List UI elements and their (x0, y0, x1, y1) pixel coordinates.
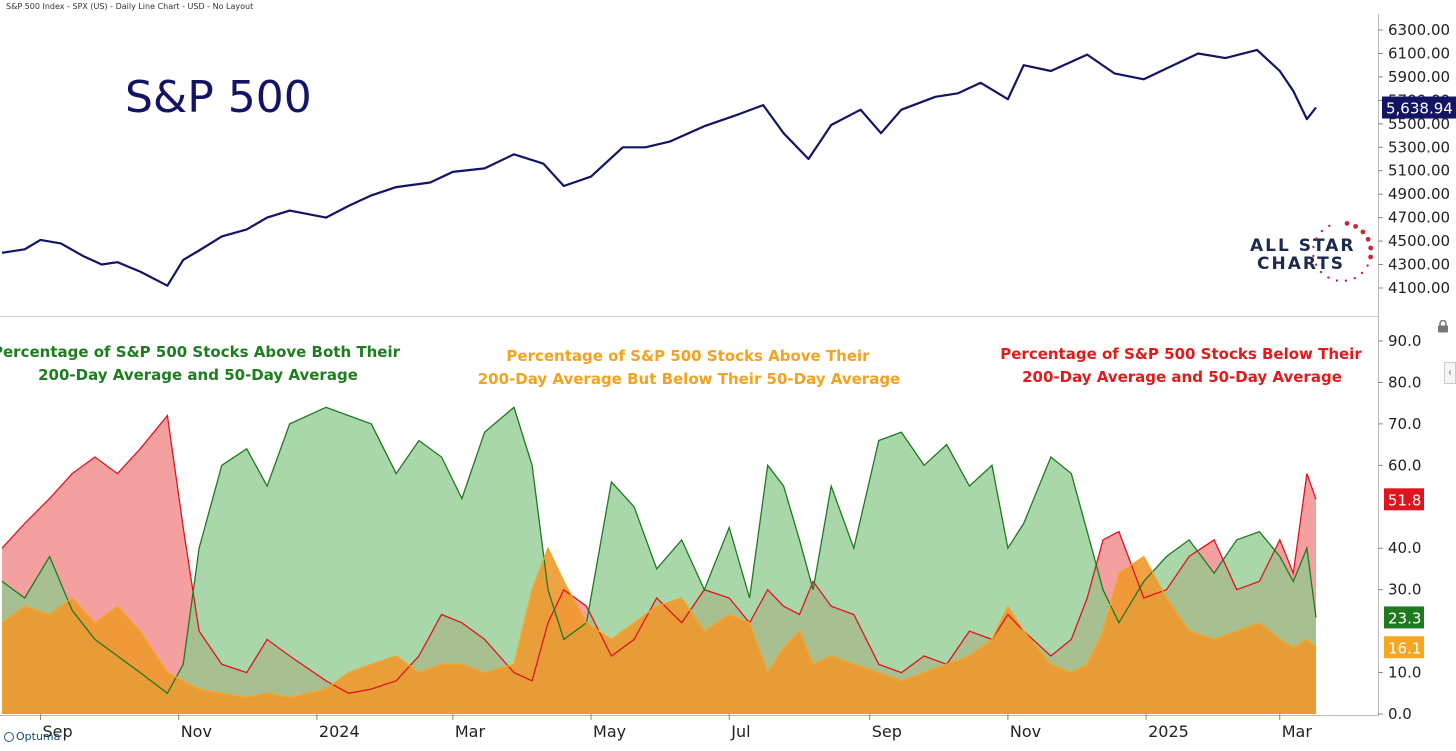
price-chart-title: S&P 500 (125, 72, 312, 123)
watermark-star (1314, 263, 1318, 266)
breadth-last-value-bg (1384, 488, 1424, 511)
watermark-star (1353, 224, 1358, 229)
x-axis-ticks: Sep Nov 2024 Mar May Jul Sep Nov 2025 Mar (40, 714, 1313, 741)
watermark-star (1360, 271, 1364, 275)
footer-brand: Optuma (4, 730, 60, 743)
breadth-last-value-label: 51.8 (1388, 491, 1421, 509)
breadth-panel (1, 406, 1317, 714)
breadth-y-tick-label: 70.0 (1388, 415, 1421, 433)
watermark-star (1328, 224, 1331, 228)
price-last-value-badge: 5,638.94 (1382, 96, 1456, 119)
price-last-value-label: 5,638.94 (1386, 100, 1453, 118)
breadth-y-tick-label: 10.0 (1388, 664, 1421, 682)
above200-below50-area (2, 548, 1316, 714)
watermark-star (1327, 276, 1330, 279)
breadth-y-tick-label: 90.0 (1388, 332, 1421, 350)
breadth-y-tick-label: 80.0 (1388, 373, 1421, 391)
price-y-tick-label: 4900.00 (1388, 185, 1450, 203)
breadth-last-value-label: 23.3 (1388, 609, 1421, 627)
annotation-red-line1: Percentage of S&P 500 Stocks Below Their (1000, 345, 1362, 363)
price-series-line (1, 48, 1317, 287)
optuma-logo-icon (4, 731, 14, 742)
watermark-line2: CHARTS (1257, 254, 1345, 274)
x-tick-label: Jul (730, 722, 750, 741)
x-tick-label: 2025 (1148, 722, 1189, 741)
x-tick-label: Nov (181, 722, 212, 741)
watermark-star (1360, 229, 1366, 235)
price-y-tick-label: 5500.00 (1388, 115, 1450, 133)
breadth-last-value-bg (1384, 636, 1424, 659)
watermark-star (1312, 245, 1315, 249)
price-y-tick-label: 4500.00 (1388, 232, 1450, 250)
price-y-axis-ticks: 6300.006100.005900.005700.005500.005300.… (1378, 21, 1450, 297)
breadth-last-value-label: 16.1 (1388, 639, 1421, 657)
price-last-value-bg (1382, 96, 1456, 119)
watermark-star (1366, 264, 1369, 267)
x-tick-label: Nov (1010, 722, 1041, 741)
breadth-y-tick-label: 60.0 (1388, 456, 1421, 474)
price-y-tick-label: 6100.00 (1388, 44, 1450, 62)
watermark-star (1368, 254, 1373, 260)
breadth-last-value-bg (1384, 606, 1424, 629)
watermark-star (1320, 229, 1324, 233)
breadth-annotations: Percentage of S&P 500 Stocks Above Both … (0, 343, 1362, 388)
footer-brand-label: Optuma (16, 730, 61, 743)
breadth-y-axis-ticks: 90.0 80.0 70.0 60.0 40.0 30.0 10.0 0.0 (1378, 332, 1421, 723)
watermark-star (1365, 236, 1371, 242)
above200-below50-line (1, 546, 1317, 699)
price-panel: S&P 500 (1, 48, 1317, 287)
price-y-tick-label: 5900.00 (1388, 68, 1450, 86)
price-y-tick-label: 4100.00 (1388, 279, 1450, 297)
watermark-star (1368, 245, 1374, 251)
watermark-star (1344, 221, 1350, 226)
price-y-tick-label: 5100.00 (1388, 162, 1450, 180)
price-y-tick-label: 6300.00 (1388, 21, 1450, 39)
watermark-star (1312, 254, 1315, 258)
price-y-tick-label: 5300.00 (1388, 138, 1450, 156)
watermark-star (1315, 237, 1318, 240)
annotation-orange-line2: 200-Day Average But Below Their 50-Day A… (478, 370, 900, 388)
collapse-arrow-icon[interactable]: ‹ (1444, 362, 1456, 384)
x-tick-label: Sep (43, 722, 73, 741)
breadth-y-tick-label: 0.0 (1388, 705, 1412, 723)
watermark-star (1353, 276, 1356, 280)
lock-icon[interactable] (1437, 319, 1449, 333)
x-tick-label: Sep (872, 722, 902, 741)
chart-header-text: S&P 500 Index - SPX (US) - Daily Line Ch… (6, 2, 254, 11)
annotation-green-line1: Percentage of S&P 500 Stocks Above Both … (0, 343, 401, 361)
watermark-star (1344, 279, 1348, 282)
x-tick-label: Mar (1282, 722, 1313, 741)
annotation-green-line2: 200-Day Average and 50-Day Average (38, 366, 358, 384)
price-y-tick-label: 4300.00 (1388, 256, 1450, 274)
x-tick-label: 2024 (319, 722, 360, 741)
breadth-last-value-badges: 51.8 23.3 16.1 (1384, 488, 1424, 659)
price-y-tick-label: 4700.00 (1388, 209, 1450, 227)
breadth-y-tick-label: 30.0 (1388, 581, 1421, 599)
x-tick-label: Mar (455, 722, 486, 741)
watermark-star (1335, 279, 1339, 282)
watermark-line1: ALL STAR (1250, 236, 1356, 256)
annotation-red-line2: 200-Day Average and 50-Day Average (1022, 368, 1342, 386)
x-tick-label: May (593, 722, 626, 741)
watermark-star (1319, 270, 1323, 274)
breadth-y-tick-label: 40.0 (1388, 539, 1421, 557)
annotation-orange-line1: Percentage of S&P 500 Stocks Above Their (506, 347, 870, 365)
above-both-line (1, 406, 1317, 695)
